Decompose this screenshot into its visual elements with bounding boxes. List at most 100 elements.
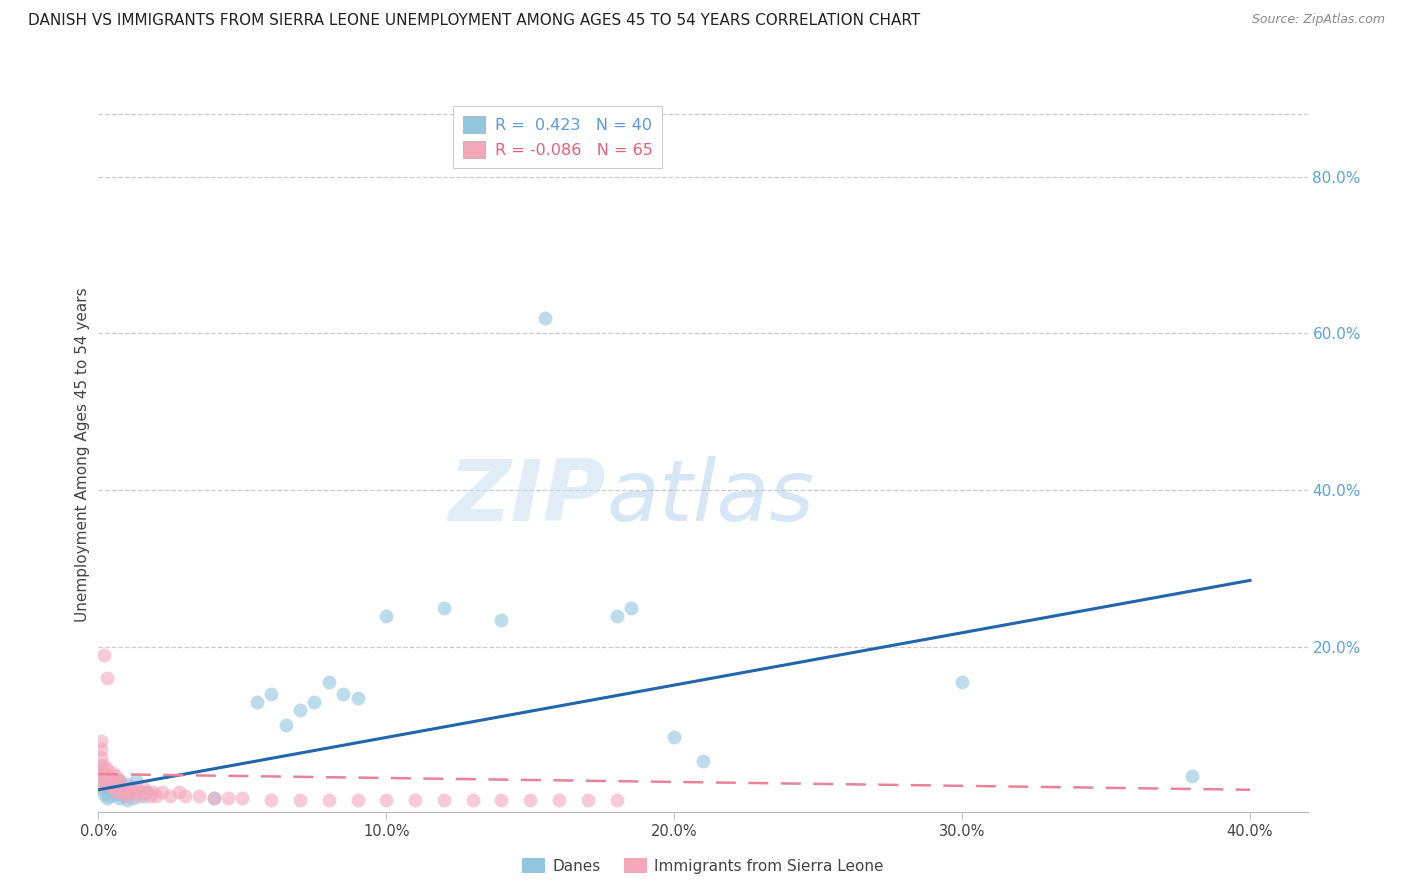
Point [93, 757, 115, 772]
Point [159, 789, 181, 803]
Point [90, 749, 112, 764]
Legend: Danes, Immigrants from Sierra Leone: Danes, Immigrants from Sierra Leone [516, 852, 890, 880]
Point [131, 785, 153, 799]
Point [145, 789, 167, 803]
Point [433, 793, 456, 807]
Point [136, 785, 159, 799]
Point [134, 789, 156, 803]
Point [98, 777, 121, 791]
Point [664, 730, 686, 744]
Point [318, 675, 340, 690]
Point [90, 765, 112, 780]
Point [101, 773, 124, 788]
Point [122, 790, 145, 805]
Point [93, 765, 115, 780]
Point [101, 765, 124, 780]
Point [115, 777, 138, 791]
Point [96, 769, 118, 783]
Point [128, 789, 150, 803]
Point [260, 687, 283, 701]
Point [461, 793, 484, 807]
Point [93, 788, 115, 802]
Point [93, 648, 115, 662]
Point [110, 785, 132, 799]
Point [96, 762, 118, 776]
Point [107, 773, 129, 788]
Point [90, 762, 112, 776]
Point [346, 691, 368, 706]
Point [173, 789, 195, 803]
Point [101, 781, 124, 796]
Point [217, 790, 239, 805]
Point [606, 793, 628, 807]
Point [90, 742, 112, 756]
Point [576, 793, 599, 807]
Point [548, 793, 571, 807]
Point [606, 608, 628, 623]
Point [115, 793, 138, 807]
Point [202, 790, 225, 805]
Point [112, 781, 135, 796]
Point [96, 672, 118, 686]
Point [491, 793, 513, 807]
Point [90, 781, 112, 796]
Point [115, 781, 138, 796]
Point [98, 769, 121, 783]
Text: DANISH VS IMMIGRANTS FROM SIERRA LEONE UNEMPLOYMENT AMONG AGES 45 TO 54 YEARS CO: DANISH VS IMMIGRANTS FROM SIERRA LEONE U… [28, 13, 921, 29]
Point [304, 695, 326, 709]
Point [110, 785, 132, 799]
Point [90, 734, 112, 748]
Point [96, 777, 118, 791]
Point [104, 781, 127, 796]
Point [950, 675, 973, 690]
Point [101, 782, 124, 797]
Point [110, 777, 132, 791]
Point [260, 793, 283, 807]
Point [139, 789, 162, 803]
Point [491, 613, 513, 627]
Point [107, 781, 129, 796]
Point [131, 785, 153, 799]
Point [93, 777, 115, 791]
Point [120, 785, 142, 799]
Point [90, 773, 112, 788]
Legend: R =  0.423   N = 40, R = -0.086   N = 65: R = 0.423 N = 40, R = -0.086 N = 65 [453, 106, 662, 168]
Point [125, 773, 148, 788]
Point [433, 600, 456, 615]
Point [122, 781, 145, 796]
Point [115, 789, 138, 803]
Point [104, 785, 127, 799]
Point [375, 793, 398, 807]
Point [332, 687, 354, 701]
Text: atlas: atlas [606, 456, 814, 540]
Point [98, 789, 121, 803]
Point [288, 793, 311, 807]
Point [202, 790, 225, 805]
Text: ZIP: ZIP [449, 456, 606, 540]
Point [107, 773, 129, 788]
Point [274, 718, 297, 732]
Point [93, 773, 115, 788]
Point [150, 785, 173, 799]
Point [96, 790, 118, 805]
Point [134, 781, 156, 796]
Point [231, 790, 253, 805]
Point [346, 793, 368, 807]
Point [533, 310, 555, 325]
Text: Source: ZipAtlas.com: Source: ZipAtlas.com [1251, 13, 1385, 27]
Point [112, 785, 135, 799]
Point [1181, 769, 1204, 783]
Point [188, 789, 211, 803]
Point [107, 790, 129, 805]
Point [620, 600, 643, 615]
Point [104, 769, 127, 783]
Point [142, 785, 165, 799]
Point [136, 785, 159, 799]
Point [167, 785, 190, 799]
Point [519, 793, 541, 807]
Point [90, 757, 112, 772]
Point [96, 785, 118, 799]
Point [375, 608, 398, 623]
Point [112, 789, 135, 803]
Point [125, 785, 148, 799]
